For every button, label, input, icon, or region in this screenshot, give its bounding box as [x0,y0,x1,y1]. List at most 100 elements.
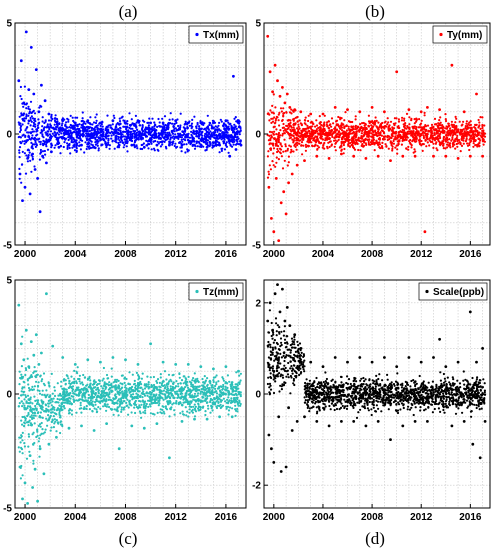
data-point [272,230,276,234]
data-point [436,124,439,127]
data-point [24,117,28,120]
data-point [73,149,77,152]
data-point [54,144,57,147]
data-point [276,79,279,83]
data-point [369,120,372,123]
data-point [117,141,120,145]
data-point [129,403,132,406]
data-point [416,133,419,136]
data-point [302,127,305,131]
data-point [35,138,39,141]
data-point [107,398,110,401]
data-point [123,376,126,379]
data-point [379,133,382,137]
data-point [205,387,208,390]
data-point [114,393,117,396]
data-point [32,414,36,417]
data-point [375,140,378,143]
data-point [337,115,340,119]
data-point [169,136,172,139]
data-point [45,138,48,141]
data-point [285,130,288,133]
data-point [179,112,182,115]
data-point [69,129,72,132]
data-point [36,177,39,180]
data-point [392,122,395,125]
data-point [343,126,346,130]
data-point [148,395,151,399]
data-point [408,141,412,144]
data-point [183,123,186,126]
data-point [95,135,98,138]
data-point [290,172,294,176]
data-point [448,142,452,145]
data-point [218,143,222,147]
data-point [115,380,118,383]
data-point [387,128,390,131]
data-point [45,126,48,129]
data-point [21,423,24,426]
data-point [53,386,56,389]
data-point [314,125,317,128]
data-point [31,145,34,148]
data-point [270,217,273,220]
data-point [190,122,194,125]
data-point [467,126,470,129]
data-point [39,151,43,154]
data-point [228,406,232,409]
data-point [56,139,59,142]
data-point [90,143,93,146]
data-point [27,424,30,427]
data-point [192,137,195,140]
data-point [207,128,210,131]
data-point [169,134,172,137]
data-point [74,116,77,119]
data-point [190,133,193,136]
data-point [235,127,238,130]
data-point [432,128,435,131]
data-point [55,125,58,129]
data-point [18,149,21,152]
data-point [36,133,39,136]
data-point [20,448,24,451]
data-point [34,376,38,379]
data-point [225,407,228,410]
data-point [389,136,393,139]
data-point [158,121,161,124]
data-point [53,131,57,134]
data-point [117,123,120,126]
data-point [96,387,99,390]
data-point [338,133,341,136]
data-point [205,135,208,138]
data-point [26,131,29,134]
data-point [29,46,33,49]
data-point [472,142,475,145]
x-tick-label: 2008 [361,249,384,260]
data-point [90,132,94,136]
data-point [113,130,116,133]
data-point [146,121,149,124]
data-point [196,145,199,148]
data-point [60,397,63,401]
data-point [210,407,213,410]
data-point [159,373,162,376]
data-point [267,150,270,153]
data-point [150,385,153,389]
data-point [414,150,417,153]
data-point [277,145,280,148]
data-point [66,147,69,150]
data-point [211,146,214,149]
data-point [39,411,43,414]
data-point [43,99,47,103]
data-point [277,138,280,141]
data-point [340,132,343,135]
data-point [239,379,242,382]
data-point [88,122,91,125]
data-point [481,123,484,127]
data-point [70,139,73,142]
data-point [445,134,448,137]
data-point [219,118,222,121]
data-point [281,167,285,170]
data-point [397,140,400,143]
data-point [84,126,87,129]
